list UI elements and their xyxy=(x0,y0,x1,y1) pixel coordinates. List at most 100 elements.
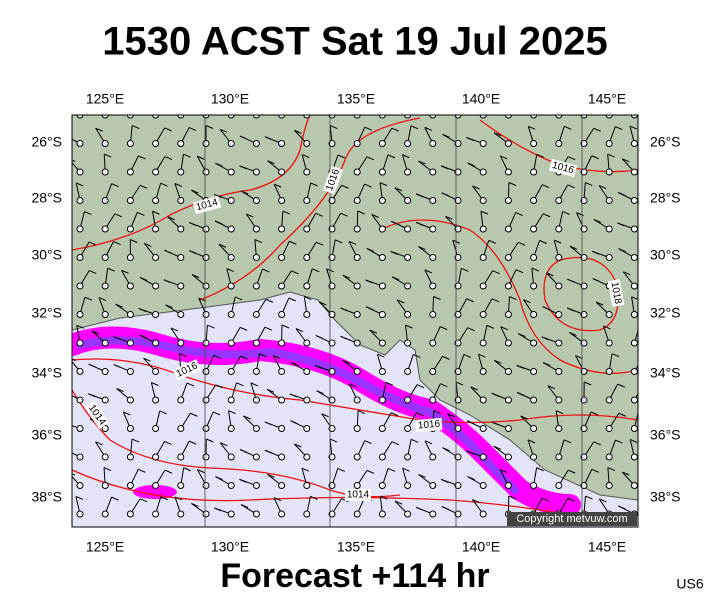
longitude-label-top: 130°E xyxy=(211,91,249,107)
barb-station xyxy=(479,225,487,233)
barb-flag xyxy=(515,269,524,274)
barb-station xyxy=(378,311,386,318)
barb-flag xyxy=(234,296,243,301)
barb-station xyxy=(126,197,134,204)
barb-flag xyxy=(95,127,103,132)
barb-flag xyxy=(402,154,410,159)
barb-flag xyxy=(198,297,206,302)
barb-station xyxy=(555,282,563,290)
barb-flag xyxy=(494,359,502,364)
barb-station xyxy=(429,368,437,375)
map-frame xyxy=(71,114,639,528)
barb-flag xyxy=(598,185,607,190)
barb-station xyxy=(152,225,160,233)
barb-station xyxy=(303,510,311,518)
barb-station xyxy=(76,168,84,176)
barb-station xyxy=(580,168,588,176)
barb-station xyxy=(101,425,109,432)
barb-station xyxy=(555,339,563,347)
barb-station xyxy=(126,254,134,261)
barb-station xyxy=(504,453,512,461)
barb-flag xyxy=(337,154,346,159)
barb-flag xyxy=(316,390,324,395)
barb-flag xyxy=(467,327,475,332)
barb-shaft xyxy=(129,115,131,116)
barb-flag xyxy=(418,474,426,478)
barb-flag xyxy=(567,497,575,502)
barb-station xyxy=(76,482,84,489)
barb-station xyxy=(504,225,512,233)
barb-station xyxy=(252,311,260,318)
barb-shaft xyxy=(180,115,182,116)
barb-station xyxy=(152,453,160,461)
barb-station xyxy=(454,197,462,204)
barb-flag xyxy=(615,439,623,444)
barb-flag xyxy=(264,449,273,454)
barb-flag xyxy=(618,248,626,253)
barb-shaft xyxy=(331,115,332,116)
barb-flag xyxy=(340,212,348,217)
barb-station xyxy=(152,368,160,375)
barb-station xyxy=(580,396,588,404)
barb-station xyxy=(303,368,311,375)
barb-flag xyxy=(340,335,348,340)
barb-flag xyxy=(267,160,275,165)
barb-flag xyxy=(493,445,502,450)
barb-station xyxy=(152,339,160,347)
barb-station xyxy=(152,396,160,404)
barb-station xyxy=(152,311,160,318)
barb-station xyxy=(303,425,311,432)
barb-flag xyxy=(516,364,524,369)
barb-station xyxy=(429,311,437,318)
barb-flag xyxy=(64,135,71,138)
barb-station xyxy=(126,311,134,318)
barb-flag xyxy=(190,100,197,103)
barb-flag xyxy=(95,441,103,446)
barb-station xyxy=(429,225,437,233)
barb-station xyxy=(328,225,336,233)
barb-station xyxy=(177,396,185,404)
longitude-label-top: 135°E xyxy=(337,91,375,107)
barb-flag xyxy=(340,307,348,312)
barb-station xyxy=(227,453,235,461)
barb-flag xyxy=(282,210,291,215)
barb-flag xyxy=(447,413,455,418)
barb-flag xyxy=(470,386,478,391)
barb-station xyxy=(630,368,638,375)
barb-flag xyxy=(72,159,76,162)
barb-shaft xyxy=(558,115,559,116)
barb-station xyxy=(177,254,185,261)
barb-station xyxy=(126,140,134,147)
barb-flag xyxy=(396,299,405,304)
barb-flag xyxy=(183,153,191,158)
barb-flag xyxy=(179,353,187,358)
barb-station xyxy=(429,168,437,176)
barb-flag xyxy=(115,303,123,308)
barb-station xyxy=(76,510,84,518)
barb-flag xyxy=(631,296,638,301)
barb-station xyxy=(605,197,613,204)
barb-flag xyxy=(394,187,403,192)
barb-station xyxy=(202,453,210,461)
barb-station xyxy=(404,311,412,318)
barb-shaft xyxy=(457,115,458,116)
barb-station xyxy=(126,510,134,518)
barb-station xyxy=(580,115,588,119)
barb-station xyxy=(76,140,84,147)
barb-station xyxy=(580,482,588,489)
copyright: Copyright metvuw.com xyxy=(516,513,627,525)
barb-flag xyxy=(569,245,578,250)
barb-station xyxy=(630,453,638,461)
barb-flag xyxy=(567,278,575,283)
barb-station xyxy=(605,254,613,261)
barb-flag xyxy=(555,410,564,415)
barb-station xyxy=(353,197,361,204)
barb-flag xyxy=(509,296,517,300)
barb-flag xyxy=(267,473,275,478)
barb-station xyxy=(252,396,260,404)
isobar-label-text: 1016 xyxy=(417,419,441,432)
barb-flag xyxy=(391,127,400,132)
barb-flag xyxy=(212,411,221,416)
barb-flag xyxy=(88,363,96,368)
barb-flag xyxy=(290,420,298,425)
